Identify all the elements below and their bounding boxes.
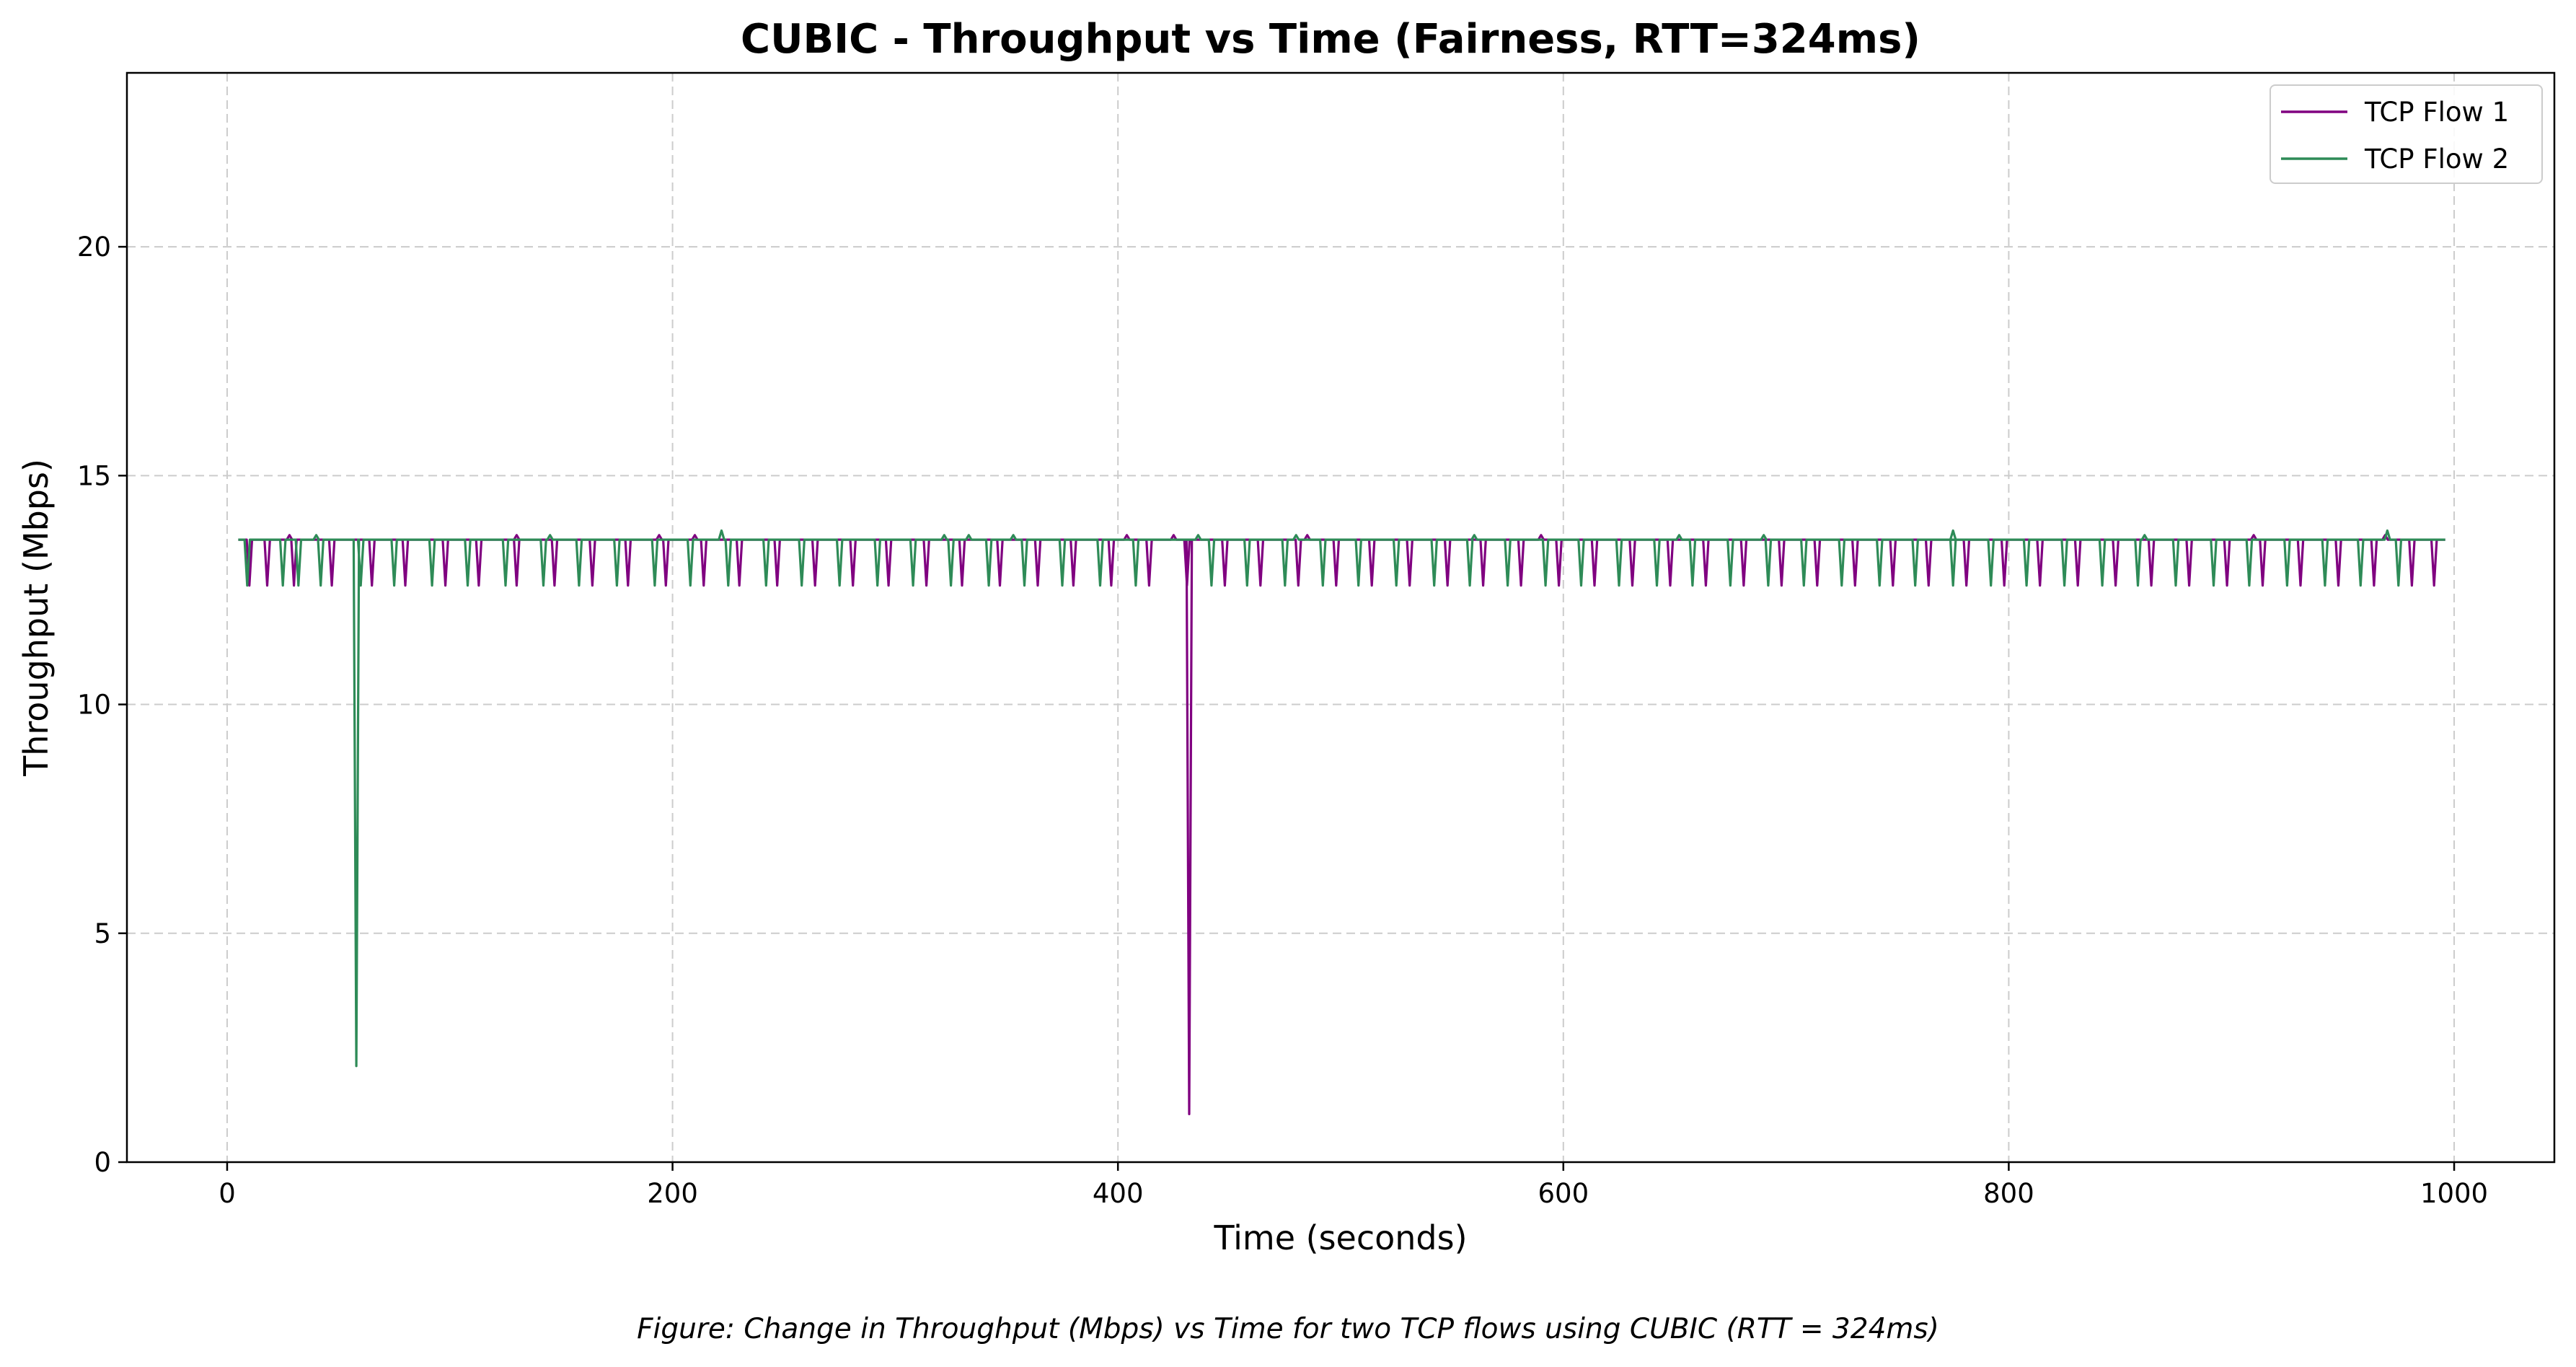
x-tick-label: 200 [647, 1178, 698, 1209]
legend: TCP Flow 1 TCP Flow 2 [2270, 84, 2543, 184]
y-tick-label: 20 [77, 232, 111, 263]
x-tick-label: 600 [1538, 1178, 1589, 1209]
x-tick-label: 1000 [2420, 1178, 2488, 1209]
x-tick-label: 0 [219, 1178, 236, 1209]
y-tick-label: 5 [94, 918, 111, 949]
y-tick-label: 15 [77, 460, 111, 491]
axis-ticks: 0 200 400 600 800 1000 0 5 10 15 20 [77, 232, 2488, 1209]
plot-frame [125, 71, 2556, 1164]
x-tick-label: 400 [1093, 1178, 1144, 1209]
chart-title: CUBIC - Throughput vs Time (Fairness, RT… [741, 16, 1920, 63]
grid [127, 73, 2554, 1163]
legend-label-flow-2: TCP Flow 2 [2364, 144, 2509, 175]
y-tick-label: 0 [94, 1147, 111, 1178]
legend-label-flow-1: TCP Flow 1 [2364, 97, 2509, 128]
plot-series [238, 529, 2445, 1116]
x-axis-label: Time (seconds) [1213, 1218, 1467, 1257]
figure-caption: Figure: Change in Throughput (Mbps) vs T… [637, 1313, 1939, 1345]
y-axis-label: Throughput (Mbps) [17, 459, 56, 777]
y-tick-label: 10 [77, 690, 111, 721]
x-tick-label: 800 [1983, 1178, 2034, 1209]
series-line-flow-2 [238, 529, 2445, 1068]
